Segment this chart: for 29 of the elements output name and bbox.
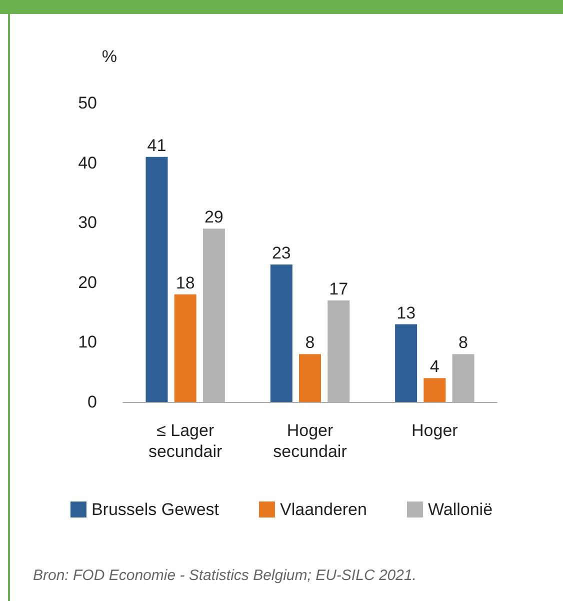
data-label: 18 (176, 273, 195, 292)
bar (146, 156, 168, 402)
y-tick-label: 10 (78, 332, 97, 352)
legend-label: Brussels Gewest (91, 500, 220, 519)
y-tick-label: 50 (78, 94, 97, 112)
bar (395, 324, 418, 402)
bar (299, 354, 321, 402)
data-label: 8 (458, 333, 468, 352)
data-label: 4 (430, 357, 440, 376)
data-label: 23 (272, 243, 291, 262)
x-tick-label: Hoger (412, 421, 458, 440)
x-tick-label: ≤ Lager secundair (148, 421, 223, 461)
data-label: 29 (204, 208, 224, 227)
y-tick-label: 0 (88, 392, 97, 412)
y-tick-label: 30 (78, 213, 97, 232)
y-axis-title: % (102, 47, 117, 66)
data-label: 13 (396, 303, 416, 322)
legend-label: Vlaanderen (280, 500, 367, 519)
x-tick-label: Hoger secundair (273, 421, 348, 461)
data-label: 8 (305, 333, 315, 352)
bar (270, 264, 292, 402)
text: Bron: FOD Economie - Statistics Belgium; EU-SILC 2021. (33, 567, 416, 584)
bar (174, 294, 196, 402)
y-tick-label: 20 (78, 272, 97, 292)
bar (424, 378, 446, 402)
legend-label: Wallonië (428, 500, 493, 519)
y-tick-label: 40 (78, 153, 97, 172)
data-label: 17 (329, 279, 348, 298)
data-label: 41 (147, 136, 166, 155)
